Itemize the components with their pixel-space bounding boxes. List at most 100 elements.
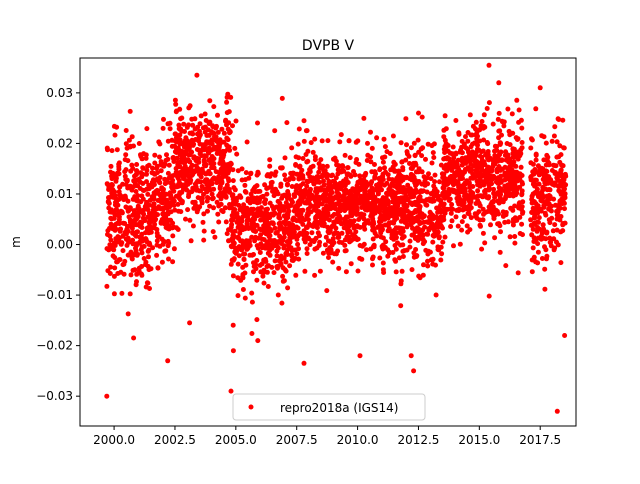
data-point [267, 244, 273, 249]
data-point [216, 178, 222, 184]
data-point [313, 202, 318, 208]
data-point [257, 262, 263, 268]
data-point [502, 164, 508, 170]
data-point [124, 242, 130, 248]
data-point [403, 193, 409, 199]
data-point [534, 186, 540, 192]
data-point [211, 205, 216, 211]
data-point [135, 193, 141, 199]
data-point [505, 106, 511, 112]
data-point [250, 198, 256, 204]
data-point [331, 251, 337, 257]
data-point [427, 218, 432, 224]
data-point [552, 222, 558, 228]
data-point [209, 191, 215, 197]
data-point [252, 216, 258, 222]
data-point [160, 206, 166, 212]
data-point [114, 147, 120, 153]
data-point [536, 215, 542, 221]
data-point [176, 172, 182, 178]
data-point [328, 225, 334, 231]
data-point [133, 222, 139, 227]
data-point [262, 218, 268, 224]
data-point [404, 142, 409, 148]
data-point [514, 97, 520, 103]
x-tick-label: 2012.5 [397, 433, 439, 447]
data-point [448, 210, 454, 216]
data-point [299, 167, 305, 173]
data-point [263, 245, 269, 251]
data-point [419, 169, 425, 175]
data-point [515, 270, 521, 276]
data-point [406, 153, 412, 159]
data-point [529, 257, 535, 263]
data-point [411, 232, 416, 238]
legend-marker [248, 404, 254, 410]
data-point [316, 169, 322, 175]
data-point [139, 193, 145, 199]
data-point [142, 204, 148, 209]
data-point [175, 162, 181, 168]
data-point [209, 180, 215, 186]
data-point [160, 125, 166, 131]
data-point [232, 201, 238, 207]
data-point [548, 208, 554, 214]
data-point [431, 187, 437, 193]
data-point [252, 238, 258, 244]
data-point [382, 216, 388, 222]
data-point [546, 202, 552, 208]
data-point [306, 235, 311, 241]
data-point [484, 194, 490, 200]
data-point [383, 239, 389, 245]
data-point [317, 268, 323, 274]
data-point [117, 257, 123, 263]
data-point [547, 196, 553, 202]
data-point [486, 293, 492, 299]
data-point [167, 126, 173, 132]
data-point [160, 196, 166, 202]
data-point [177, 137, 183, 143]
data-point [317, 165, 323, 171]
data-point [432, 172, 438, 178]
data-point [309, 230, 315, 236]
data-point [138, 237, 144, 243]
data-point [357, 224, 363, 230]
data-point [129, 162, 135, 168]
data-point [425, 263, 431, 269]
data-point [497, 193, 503, 199]
data-point [296, 126, 302, 132]
data-point [450, 144, 456, 150]
data-point [135, 203, 141, 209]
data-point [189, 168, 195, 174]
data-point [365, 140, 370, 146]
data-point [519, 125, 525, 131]
data-point [556, 154, 562, 160]
data-point [432, 179, 438, 185]
data-point [359, 256, 365, 262]
data-point [450, 151, 456, 157]
data-point [166, 217, 172, 223]
data-point [232, 145, 238, 151]
data-point [104, 181, 110, 187]
data-point [437, 179, 442, 185]
data-point [175, 183, 181, 189]
data-point [298, 183, 304, 189]
data-point [551, 196, 557, 202]
data-point-outlier [255, 338, 261, 344]
data-point [463, 134, 468, 140]
data-point [419, 114, 425, 120]
data-point [138, 153, 144, 159]
data-point-outlier [228, 388, 234, 394]
data-point [513, 154, 519, 160]
data-point [301, 236, 307, 242]
data-point [218, 201, 224, 207]
data-point [301, 138, 307, 144]
data-point [396, 168, 402, 174]
data-point [168, 209, 174, 215]
data-point [136, 265, 142, 271]
data-point [205, 170, 211, 176]
data-point [214, 123, 219, 129]
data-point [278, 224, 284, 230]
data-point [229, 222, 235, 228]
data-point [295, 141, 301, 147]
